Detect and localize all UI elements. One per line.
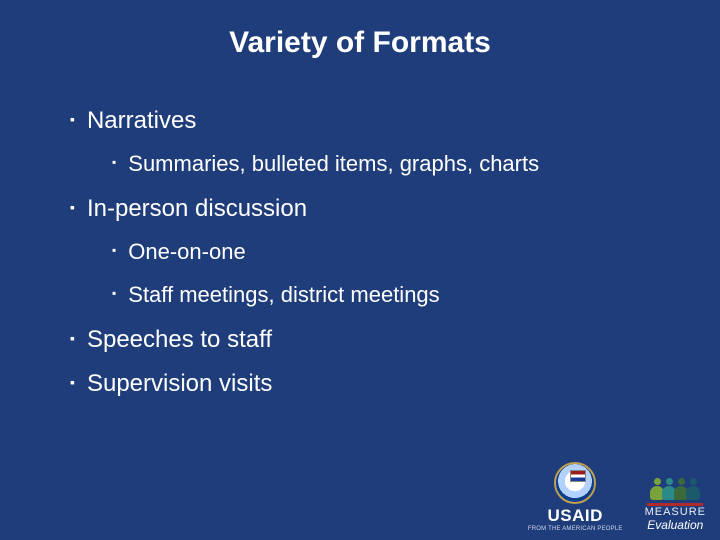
list-item-text: Speeches to staff (87, 325, 680, 355)
measure-wordmark: MEASURE (645, 506, 706, 518)
usaid-seal-icon (554, 462, 596, 504)
list-item-text: Supervision visits (87, 369, 680, 399)
usaid-wordmark: USAID (548, 506, 603, 526)
bullet-group: ▪ Speeches to staff (70, 325, 680, 355)
measure-logo: MEASURE Evaluation (645, 472, 706, 532)
list-item: ▪ Narratives (70, 106, 680, 136)
list-item: ▪ Speeches to staff (70, 325, 680, 355)
list-item: ▪ Supervision visits (70, 369, 680, 399)
list-item-text: One-on-one (128, 238, 680, 266)
bullet-group: ▪ In-person discussion ▪ One-on-one ▪ St… (70, 194, 680, 309)
measure-subtext: Evaluation (647, 518, 703, 532)
square-bullet-icon: ▪ (70, 375, 75, 389)
list-item-text: Staff meetings, district meetings (128, 281, 680, 309)
measure-people-icon (650, 472, 700, 500)
list-item-text: Summaries, bulleted items, graphs, chart… (128, 150, 680, 178)
list-item-text: Narratives (87, 106, 680, 136)
slide-title: Variety of Formats (0, 26, 720, 60)
usaid-logo: USAID FROM THE AMERICAN PEOPLE (528, 462, 623, 532)
footer-logos: USAID FROM THE AMERICAN PEOPLE MEASURE E… (528, 462, 706, 532)
square-bullet-icon: ▪ (112, 244, 116, 256)
square-bullet-icon: ▪ (70, 200, 75, 214)
square-bullet-icon: ▪ (70, 331, 75, 345)
list-item-text: In-person discussion (87, 194, 680, 224)
usaid-tagline: FROM THE AMERICAN PEOPLE (528, 526, 623, 532)
list-item: ▪ Summaries, bulleted items, graphs, cha… (112, 150, 680, 178)
bullet-group: ▪ Supervision visits (70, 369, 680, 399)
bullet-group: ▪ Narratives ▪ Summaries, bulleted items… (70, 106, 680, 178)
list-item: ▪ In-person discussion (70, 194, 680, 224)
list-item: ▪ One-on-one (112, 238, 680, 266)
content-area: ▪ Narratives ▪ Summaries, bulleted items… (70, 106, 680, 413)
square-bullet-icon: ▪ (112, 156, 116, 168)
square-bullet-icon: ▪ (112, 287, 116, 299)
slide: Variety of Formats ▪ Narratives ▪ Summar… (0, 0, 720, 540)
square-bullet-icon: ▪ (70, 112, 75, 126)
list-item: ▪ Staff meetings, district meetings (112, 281, 680, 309)
